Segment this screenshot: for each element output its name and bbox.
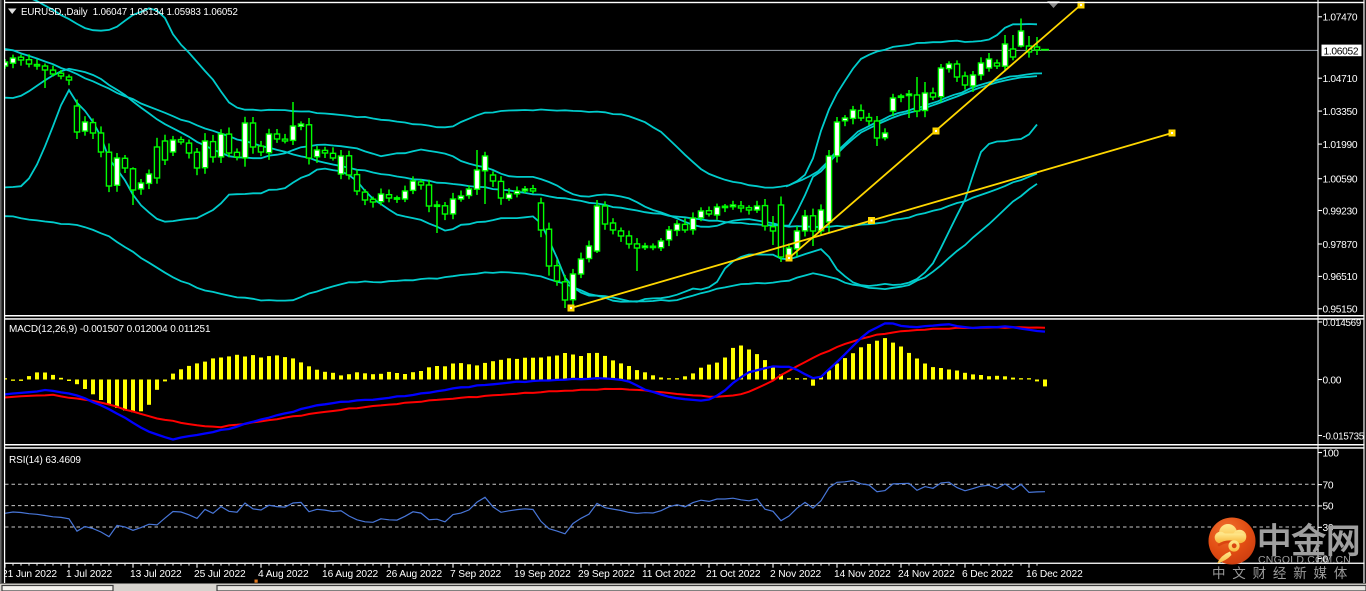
svg-text:26 Aug 2022: 26 Aug 2022 (386, 569, 443, 580)
svg-text:13 Jul 2022: 13 Jul 2022 (130, 569, 182, 580)
svg-text:1.06052: 1.06052 (1324, 46, 1359, 57)
svg-text:0: 0 (1323, 554, 1329, 565)
svg-text:16 Dec 2022: 16 Dec 2022 (1026, 569, 1083, 580)
svg-text:100: 100 (1323, 448, 1340, 459)
svg-text:0.95150: 0.95150 (1323, 305, 1358, 316)
svg-text:1.07470: 1.07470 (1323, 13, 1358, 24)
svg-text:MACD(12,26,9) -0.001507 0.0120: MACD(12,26,9) -0.001507 0.012004 0.01125… (9, 324, 211, 335)
svg-text:1.03350: 1.03350 (1323, 107, 1358, 118)
svg-text:29 Sep 2022: 29 Sep 2022 (578, 569, 635, 580)
svg-text:RSI(14) 63.4609: RSI(14) 63.4609 (9, 455, 81, 466)
svg-text:1.01990: 1.01990 (1323, 140, 1358, 151)
svg-text:1 Jul 2022: 1 Jul 2022 (66, 569, 112, 580)
svg-text:0.014569: 0.014569 (1323, 318, 1361, 329)
svg-text:EURUSD.,Daily 1.06047 1.06134: EURUSD.,Daily 1.06047 1.06134 1.05983 1.… (21, 7, 238, 18)
svg-text:16 Aug 2022: 16 Aug 2022 (322, 569, 379, 580)
svg-text:21 Jun 2022: 21 Jun 2022 (2, 569, 57, 580)
svg-text:19 Sep 2022: 19 Sep 2022 (514, 569, 571, 580)
svg-text:11 Oct 2022: 11 Oct 2022 (642, 569, 696, 580)
svg-text:50: 50 (1323, 502, 1334, 513)
svg-text:CNGOLD.COM.CN: CNGOLD.COM.CN (1258, 554, 1351, 566)
svg-text:0.99230: 0.99230 (1323, 206, 1358, 217)
svg-text:-0.015735: -0.015735 (1323, 431, 1365, 442)
svg-text:1.00590: 1.00590 (1323, 175, 1358, 186)
svg-text:0.97870: 0.97870 (1323, 240, 1358, 251)
svg-text:30: 30 (1323, 523, 1334, 534)
svg-text:中文财经新媒体: 中文财经新媒体 (1212, 566, 1354, 581)
svg-text:14 Nov 2022: 14 Nov 2022 (834, 569, 891, 580)
svg-text:4 Aug 2022: 4 Aug 2022 (258, 569, 309, 580)
svg-text:0.96510: 0.96510 (1323, 272, 1358, 283)
svg-text:6 Dec 2022: 6 Dec 2022 (962, 569, 1014, 580)
svg-text:2 Nov 2022: 2 Nov 2022 (770, 569, 822, 580)
svg-text:中金网: 中金网 (1257, 522, 1361, 561)
svg-text:24 Nov 2022: 24 Nov 2022 (898, 569, 955, 580)
svg-text:70: 70 (1323, 480, 1334, 491)
svg-text:7 Sep 2022: 7 Sep 2022 (450, 569, 502, 580)
svg-text:25 Jul 2022: 25 Jul 2022 (194, 569, 246, 580)
svg-text:1.04710: 1.04710 (1323, 74, 1358, 85)
svg-text:0.00: 0.00 (1323, 375, 1342, 386)
svg-text:21 Oct 2022: 21 Oct 2022 (706, 569, 761, 580)
